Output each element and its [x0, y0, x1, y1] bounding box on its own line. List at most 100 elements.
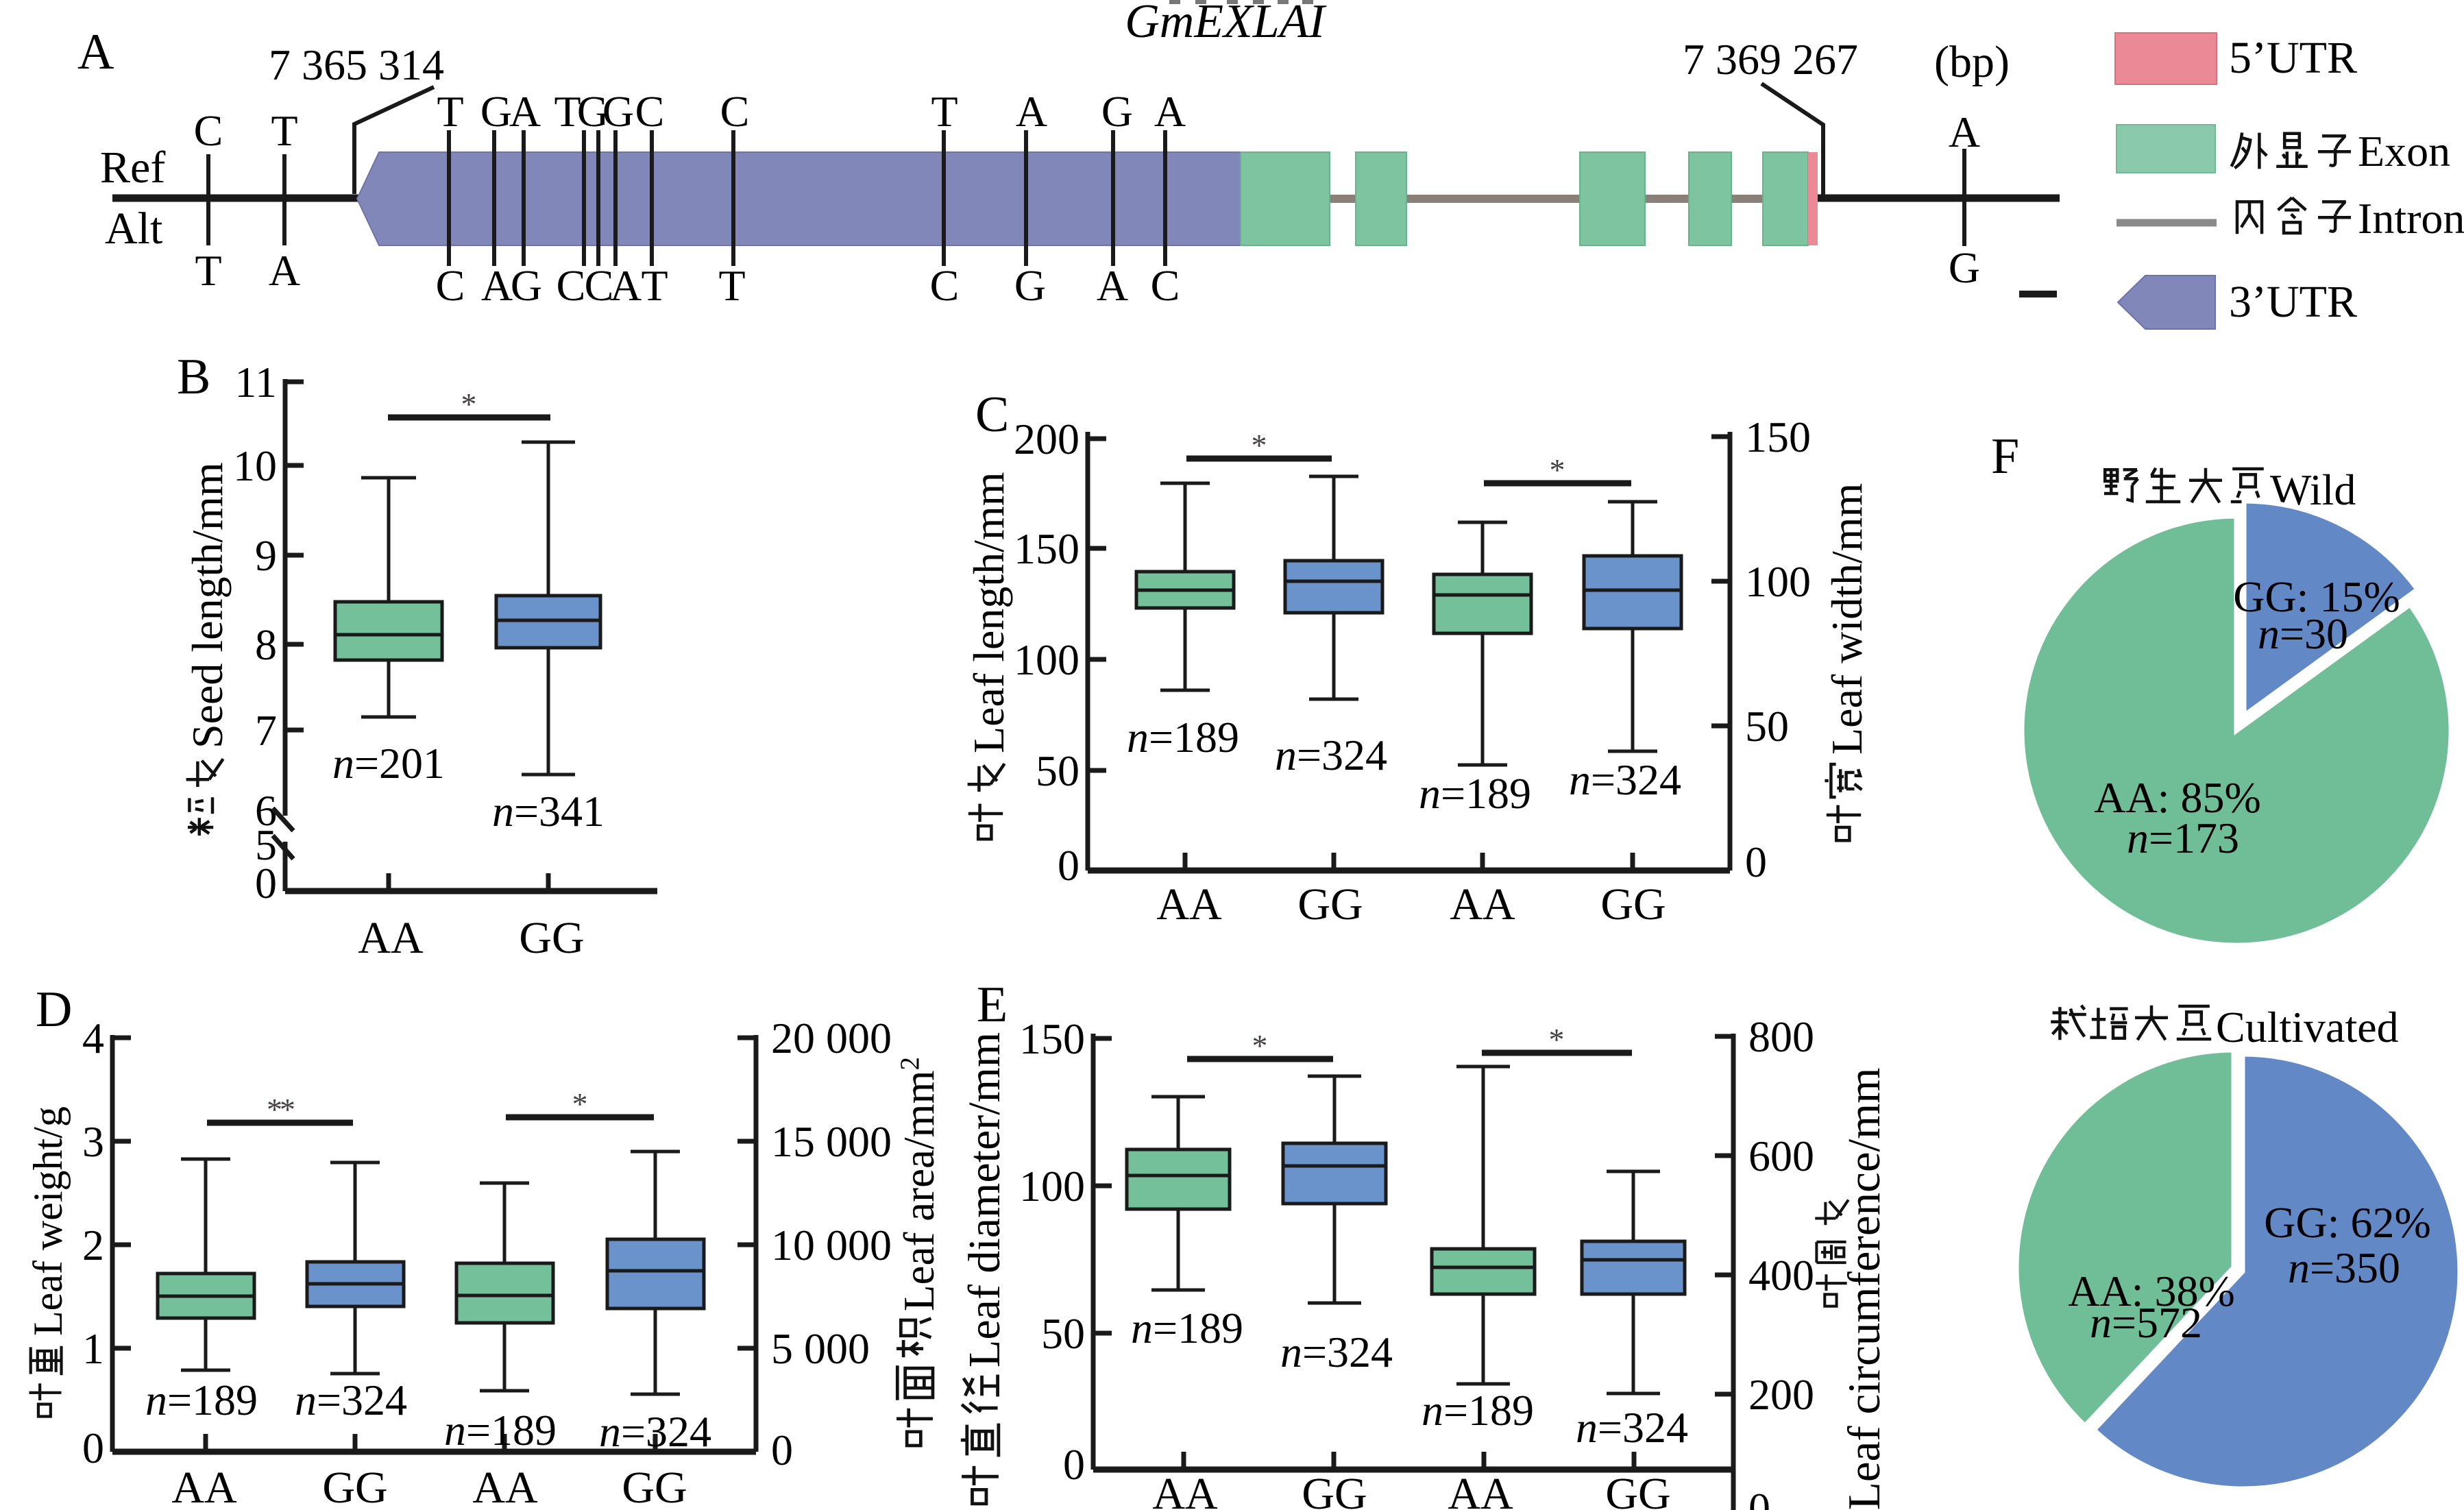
svg-text:GG: GG [322, 1463, 387, 1510]
svg-text:7 365 314: 7 365 314 [269, 40, 444, 89]
svg-text:GG: GG [1605, 1469, 1670, 1510]
svg-text:D: D [36, 982, 72, 1038]
svg-text:0: 0 [1745, 838, 1767, 886]
svg-text:50: 50 [1036, 746, 1079, 795]
svg-text:3: 3 [82, 1117, 104, 1166]
svg-text:A: A [509, 87, 541, 136]
svg-text:GG: GG [519, 913, 584, 963]
svg-text:20 000: 20 000 [771, 1014, 892, 1062]
svg-text:Cultivated: Cultivated [2216, 1003, 2399, 1051]
svg-text:C: C [557, 261, 586, 310]
svg-text:n=189: n=189 [1422, 1386, 1534, 1435]
svg-text:4: 4 [82, 1014, 104, 1062]
svg-text:A: A [269, 246, 300, 295]
svg-text:n=341: n=341 [492, 787, 605, 836]
svg-text:5’UTR: 5’UTR [2229, 33, 2357, 83]
svg-text:A: A [1154, 87, 1186, 136]
svg-text:0: 0 [1063, 1440, 1085, 1489]
svg-text:2: 2 [82, 1221, 104, 1269]
svg-text:7: 7 [255, 706, 277, 755]
svg-text:Leaf length/mm: Leaf length/mm [964, 472, 1013, 753]
svg-text:A: A [1097, 261, 1128, 310]
svg-text:n=324: n=324 [1569, 755, 1681, 804]
svg-text:*: * [1550, 452, 1565, 487]
svg-text:AA: AA [1448, 1469, 1513, 1510]
svg-text:0: 0 [771, 1426, 793, 1474]
svg-text:Ref: Ref [100, 143, 165, 193]
svg-text:150: 150 [1014, 524, 1079, 573]
svg-text:T: T [718, 261, 745, 310]
svg-text:*: * [572, 1086, 588, 1121]
svg-text:**: ** [267, 1092, 294, 1127]
svg-text:Leaf weight/g: Leaf weight/g [25, 1106, 71, 1336]
svg-text:T: T [437, 87, 463, 136]
svg-text:100: 100 [1745, 557, 1811, 606]
svg-text:GmEXLAI: GmEXLAI [1125, 0, 1327, 48]
svg-text:50: 50 [1745, 702, 1789, 751]
svg-text:AA: AA [358, 913, 424, 963]
svg-text:GG: GG [1297, 879, 1363, 929]
svg-text:Leaf area/mm2: Leaf area/mm2 [895, 1057, 943, 1311]
svg-text:T: T [931, 87, 957, 136]
svg-text:n=173: n=173 [2127, 814, 2239, 862]
svg-text:n=189: n=189 [444, 1406, 557, 1454]
svg-text:G: G [1014, 261, 1046, 310]
svg-text:T: T [271, 106, 297, 155]
svg-text:A: A [1949, 108, 1980, 156]
svg-text:10 000: 10 000 [771, 1221, 892, 1269]
svg-text:1: 1 [82, 1324, 104, 1373]
svg-text:Leaf circumference/mm: Leaf circumference/mm [1839, 1068, 1890, 1510]
svg-text:AA: 85%: AA: 85% [2094, 773, 2261, 822]
svg-text:n=189: n=189 [145, 1376, 258, 1424]
svg-text:AA: AA [472, 1463, 538, 1510]
svg-text:A: A [481, 261, 513, 310]
svg-text:150: 150 [1019, 1014, 1085, 1063]
svg-text:800: 800 [1748, 1012, 1814, 1061]
svg-text:G: G [511, 261, 542, 310]
svg-text:AA: AA [1156, 879, 1222, 929]
svg-text:n=189: n=189 [1131, 1304, 1243, 1352]
svg-text:*: * [1549, 1022, 1565, 1057]
svg-text:100: 100 [1019, 1162, 1085, 1210]
svg-text:n=201: n=201 [332, 739, 445, 788]
svg-text:Leaf width/mm: Leaf width/mm [1822, 483, 1871, 755]
svg-text:C: C [930, 261, 960, 310]
svg-text:n=324: n=324 [1576, 1403, 1688, 1452]
svg-text:50: 50 [1041, 1309, 1085, 1358]
svg-text:9: 9 [255, 531, 277, 580]
svg-text:AA: AA [1152, 1469, 1218, 1510]
svg-text:n=572: n=572 [2090, 1298, 2202, 1347]
svg-text:B: B [177, 349, 210, 405]
svg-text:T: T [641, 261, 668, 310]
svg-text:A: A [1016, 87, 1047, 136]
svg-text:400: 400 [1748, 1251, 1814, 1300]
svg-text:C: C [585, 261, 614, 310]
svg-text:GG: 15%: GG: 15% [2233, 572, 2400, 621]
svg-text:n=324: n=324 [1280, 1328, 1393, 1376]
svg-text:*: * [1252, 1028, 1268, 1063]
svg-text:E: E [977, 977, 1008, 1033]
svg-text:Exon: Exon [2358, 127, 2450, 175]
svg-text:n=324: n=324 [1275, 731, 1387, 779]
svg-text:15 000: 15 000 [771, 1117, 892, 1166]
svg-text:n=350: n=350 [2288, 1243, 2400, 1292]
svg-text:10: 10 [233, 441, 277, 490]
svg-text:11: 11 [234, 358, 277, 406]
svg-text:F: F [1991, 428, 2019, 485]
svg-text:8: 8 [255, 620, 277, 669]
svg-text:100: 100 [1014, 635, 1079, 684]
svg-text:GG: 62%: GG: 62% [2264, 1198, 2431, 1247]
svg-text:C: C [436, 261, 465, 310]
svg-text:n=189: n=189 [1419, 769, 1531, 818]
svg-text:n=30: n=30 [2258, 609, 2348, 658]
svg-text:200: 200 [1014, 415, 1079, 463]
svg-text:AA: 38%: AA: 38% [2068, 1267, 2235, 1315]
svg-text:0: 0 [1748, 1484, 1770, 1510]
svg-text:G: G [480, 87, 512, 136]
svg-text:*: * [461, 387, 477, 422]
svg-text:C: C [975, 387, 1009, 443]
svg-text:C: C [720, 87, 750, 136]
svg-text:G: G [577, 87, 609, 136]
svg-text:150: 150 [1745, 413, 1811, 461]
svg-text:Intron: Intron [2358, 194, 2464, 243]
